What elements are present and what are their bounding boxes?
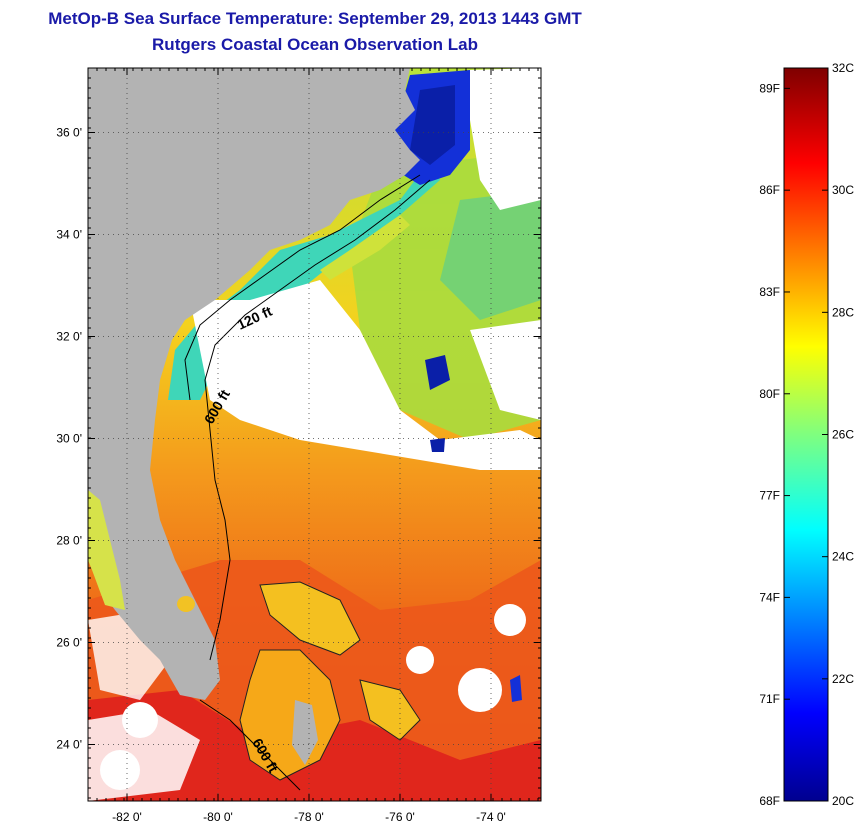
fahrenheit-label: 89F [759,81,780,95]
bahamas-great-bank [239,649,341,781]
celsius-label: 26C [832,428,854,442]
latitude-axis: 36 0' 34 0' 32 0' 30 0' 28 0' 26 0' 24 0' [56,77,541,799]
celsius-label: 30C [832,183,854,197]
contour-120ft [184,174,421,401]
lat-tick-label: 32 0' [56,330,82,344]
bahamas-little-bank [259,581,361,656]
fahrenheit-label: 68F [759,794,780,808]
lon-tick-label: -76 0' [385,810,415,824]
fahrenheit-label: 74F [759,590,780,604]
fahrenheit-label: 83F [759,285,780,299]
contour-600ft-south [199,699,301,791]
bahamas-east [359,679,421,741]
florida-gulf-coast [88,490,125,610]
cold-patch [510,675,522,702]
map-content [88,68,541,801]
lat-tick-label: 34 0' [56,228,82,242]
fahrenheit-label: 86F [759,183,780,197]
map-grid [88,68,541,801]
colorbar-fahrenheit-labels: 89F 86F 83F 80F 77F 74F 71F 68F [759,81,790,808]
cold-patch [430,438,445,452]
cold-bay-water-dark [410,85,455,165]
lat-tick-label: 36 0' [56,126,82,140]
lon-tick-label: -80 0' [203,810,233,824]
fahrenheit-label: 77F [759,489,780,503]
fahrenheit-label: 71F [759,692,780,706]
map-title: MetOp-B Sea Surface Temperature: Septemb… [0,6,630,58]
cloud-blob [122,702,158,738]
lon-tick-label: -74 0' [476,810,506,824]
us-landmass [88,68,420,700]
celsius-label: 32C [832,61,854,75]
longitude-axis: -82 0' -80 0' -78 0' -76 0' -74 0' [96,68,539,824]
celsius-label: 20C [832,794,854,808]
lon-tick-label: -78 0' [294,810,324,824]
colorbar-gradient [783,67,829,802]
cloud-mask-center-2 [230,300,350,410]
lat-tick-label: 28 0' [56,534,82,548]
andros-island [292,700,318,765]
celsius-label: 22C [832,672,854,686]
celsius-label: 24C [832,550,854,564]
lon-tick-label: -82 0' [112,810,142,824]
lat-tick-label: 24 0' [56,738,82,752]
fahrenheit-label: 80F [759,387,780,401]
lat-tick-label: 26 0' [56,636,82,650]
cold-patch [425,355,450,390]
map-frame [87,67,542,802]
cloud-blob [494,604,526,636]
contour-600ft [204,179,431,661]
shelf-water-yellow [320,215,410,280]
title-line-1: MetOp-B Sea Surface Temperature: Septemb… [48,9,582,28]
title-line-2: Rutgers Coastal Ocean Observation Lab [152,35,478,54]
cloud-mask-north [470,68,541,210]
colorbar-celsius-labels: 32C 30C 28C 26C 24C 22C 20C [822,61,854,808]
cloud-blob [406,646,434,674]
lake-okeechobee [177,596,195,612]
lat-tick-label: 30 0' [56,432,82,446]
cloud-mask-east [470,320,541,420]
northeast-green-patch [440,190,541,320]
celsius-label: 28C [832,305,854,319]
cloud-blob [100,750,140,790]
